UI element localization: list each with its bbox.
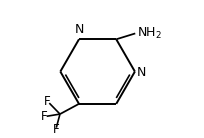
Text: F: F <box>44 95 51 108</box>
Text: N: N <box>74 23 84 36</box>
Text: N: N <box>137 66 146 79</box>
Text: NH$_2$: NH$_2$ <box>137 26 162 41</box>
Text: F: F <box>53 123 60 136</box>
Text: F: F <box>41 110 48 123</box>
